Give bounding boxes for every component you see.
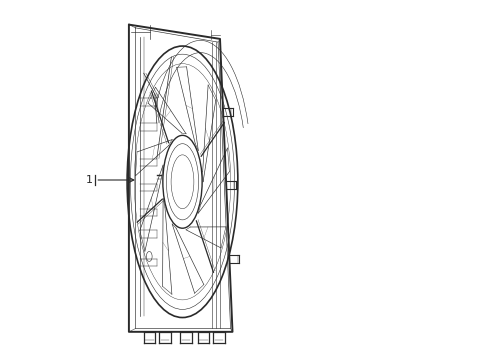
Text: 1: 1 [86,175,93,185]
